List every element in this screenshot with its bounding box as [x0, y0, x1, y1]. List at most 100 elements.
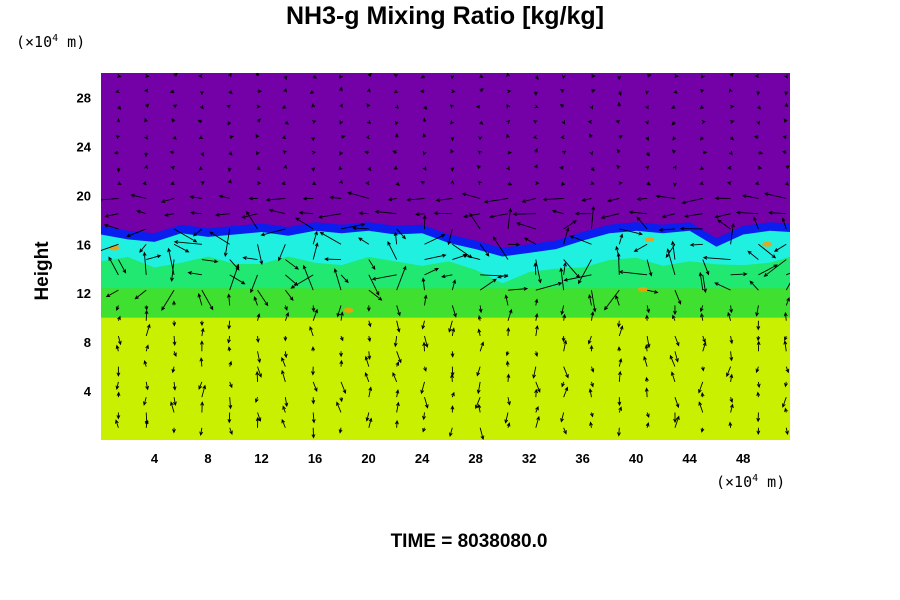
wind-arrow — [674, 289, 682, 305]
wind-arrow — [563, 339, 568, 352]
wind-arrow — [618, 325, 624, 337]
wind-arrow — [578, 259, 592, 285]
wind-arrow — [785, 297, 790, 306]
wind-arrow — [173, 73, 178, 77]
wind-arrow — [229, 259, 240, 271]
wind-arrow — [702, 341, 707, 352]
wind-arrow — [507, 207, 513, 230]
wind-arrow — [532, 366, 537, 379]
wind-arrow — [257, 89, 263, 94]
wind-arrow — [144, 135, 148, 140]
wind-arrow — [116, 167, 121, 173]
wind-arrow — [396, 320, 401, 333]
wind-arrow — [311, 167, 316, 172]
wind-arrow — [103, 223, 119, 230]
wind-arrow — [368, 289, 383, 301]
wind-arrow — [394, 121, 399, 126]
wind-arrow — [309, 325, 314, 337]
wind-arrow — [228, 151, 233, 156]
wind-arrow — [108, 256, 119, 276]
wind-arrow — [450, 148, 454, 154]
wind-arrow — [312, 308, 318, 321]
wind-arrow — [758, 150, 764, 155]
wind-arrow — [248, 196, 258, 201]
wind-arrow — [561, 150, 567, 155]
wind-arrow — [633, 243, 648, 252]
wind-arrow — [227, 167, 232, 173]
x-tick-label: 28 — [468, 451, 482, 466]
wind-arrow — [368, 274, 380, 296]
wind-arrow — [170, 259, 175, 282]
wind-arrow — [588, 293, 592, 306]
wind-arrow — [700, 312, 704, 321]
wind-arrow — [670, 371, 676, 383]
wind-arrow — [535, 181, 540, 186]
wind-arrow — [319, 232, 342, 245]
wind-arrow — [192, 228, 203, 237]
wind-arrow — [581, 197, 592, 202]
wind-arrow — [476, 381, 481, 395]
wind-arrow — [730, 272, 748, 277]
wind-arrow — [229, 274, 246, 285]
wind-arrow — [227, 293, 231, 306]
wind-arrow — [698, 401, 704, 413]
wind-arrow — [368, 259, 376, 271]
wind-arrow — [475, 397, 481, 410]
wind-arrow — [115, 305, 120, 312]
wind-arrow — [336, 401, 342, 413]
wind-arrow — [311, 366, 315, 376]
wind-arrow — [729, 136, 735, 141]
wind-arrow — [523, 237, 537, 245]
wind-arrow — [366, 88, 371, 93]
wind-arrow — [702, 274, 707, 294]
wind-arrow — [756, 335, 761, 342]
wind-arrow — [451, 327, 456, 337]
wind-arrow — [646, 73, 652, 78]
wind-arrow — [763, 259, 787, 277]
wind-arrow — [367, 335, 372, 343]
wind-arrow — [785, 282, 790, 291]
wind-arrow — [365, 412, 370, 422]
wind-arrow — [368, 386, 373, 398]
wind-arrow — [199, 90, 204, 96]
wind-arrow — [589, 105, 593, 110]
wind-arrow — [393, 89, 399, 94]
wind-arrow — [284, 120, 290, 125]
wind-arrow — [729, 397, 734, 404]
wind-arrow — [338, 427, 343, 434]
wind-arrow — [661, 213, 676, 219]
wind-arrow — [534, 388, 539, 398]
wind-arrow — [451, 305, 457, 318]
wind-arrow — [280, 181, 286, 186]
wind-arrow — [699, 136, 704, 141]
x-tick-label: 36 — [575, 451, 589, 466]
wind-arrow — [504, 294, 509, 306]
wind-arrow — [366, 119, 372, 125]
wind-arrow — [173, 228, 198, 243]
wind-arrow — [104, 213, 119, 218]
wind-arrow — [699, 305, 704, 313]
wind-arrow — [339, 86, 343, 92]
wind-arrow — [617, 320, 621, 328]
wind-arrow — [783, 311, 788, 321]
wind-arrow — [358, 237, 370, 245]
lower-layer — [101, 317, 790, 440]
wind-arrow — [450, 366, 455, 377]
wind-arrow — [587, 335, 592, 345]
wind-arrow — [450, 405, 455, 413]
wind-arrow — [423, 294, 428, 306]
wind-arrow — [366, 305, 371, 312]
wind-arrow — [504, 412, 509, 424]
wind-arrow — [507, 242, 521, 247]
wind-arrow — [756, 340, 761, 352]
wind-arrow — [406, 197, 425, 202]
wind-arrow — [589, 412, 594, 418]
wind-arrow — [618, 270, 648, 276]
wind-arrow — [756, 105, 761, 110]
wind-arrow — [768, 210, 787, 215]
wind-arrow — [312, 120, 317, 124]
wind-arrow — [700, 427, 705, 433]
wind-arrow — [645, 90, 650, 95]
wind-arrow — [144, 152, 149, 158]
wind-arrow — [783, 335, 788, 342]
